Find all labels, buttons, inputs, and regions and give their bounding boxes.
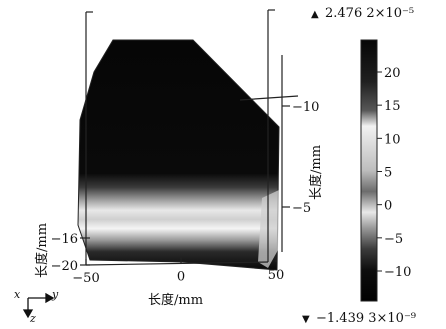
x-tick-label: −50: [72, 271, 99, 286]
z-tick-group: −16 −20: [51, 232, 90, 274]
colorbar-tick-label: 20: [384, 66, 401, 81]
colorbar-tick-group: 20 15 10 5 0 −5 −10: [377, 66, 411, 280]
x-tick-label: 50: [268, 268, 285, 283]
colorbar-min-label: −1.439 3×10⁻⁹: [316, 311, 416, 326]
y-tick-label: −5: [292, 201, 311, 216]
colorbar-min-marker: ▼: [302, 314, 310, 325]
x-axis: −50 0 50 长度/mm: [72, 256, 284, 308]
z-axis: −16 −20 长度/mm: [34, 223, 90, 278]
z-tick-label: −20: [51, 259, 78, 274]
colorbar-tick-label: −10: [384, 265, 411, 280]
colorbar: 20 15 10 5 0 −5 −10 ▲ 2.476 2×10⁻⁵ ▼ −1.439 3×…: [302, 6, 416, 326]
colorbar-tick-label: 0: [384, 199, 392, 214]
x-axis-label: 长度/mm: [148, 292, 203, 308]
triad-y-label: y: [51, 288, 59, 301]
surface-body: [77, 39, 280, 271]
y-axis: −10 −5 长度/mm: [282, 100, 324, 216]
colorbar-scale: [360, 39, 378, 302]
y-axis-label: 长度/mm: [308, 145, 324, 200]
y-tick-group: −10 −5: [282, 100, 319, 216]
colorbar-tick-label: 5: [384, 166, 392, 181]
colorbar-tick-label: 10: [384, 132, 401, 147]
x-tick-label: 0: [177, 270, 185, 285]
colorbar-tick-label: −5: [384, 232, 403, 247]
orientation-triad: x y z: [14, 288, 59, 325]
colorbar-tick-label: 15: [384, 99, 401, 114]
triad-x-label: x: [14, 288, 21, 301]
colorbar-max-label: 2.476 2×10⁻⁵: [325, 6, 414, 21]
z-axis-label: 长度/mm: [34, 223, 50, 278]
axis-box: [85, 9, 299, 266]
surface-plot: [77, 39, 280, 271]
colorbar-max-marker: ▲: [311, 9, 319, 20]
triad-z-label: z: [29, 312, 36, 325]
y-tick-label: −10: [292, 100, 319, 115]
x-tick-group: −50 0 50: [72, 256, 284, 286]
z-tick-label: −16: [51, 232, 78, 247]
